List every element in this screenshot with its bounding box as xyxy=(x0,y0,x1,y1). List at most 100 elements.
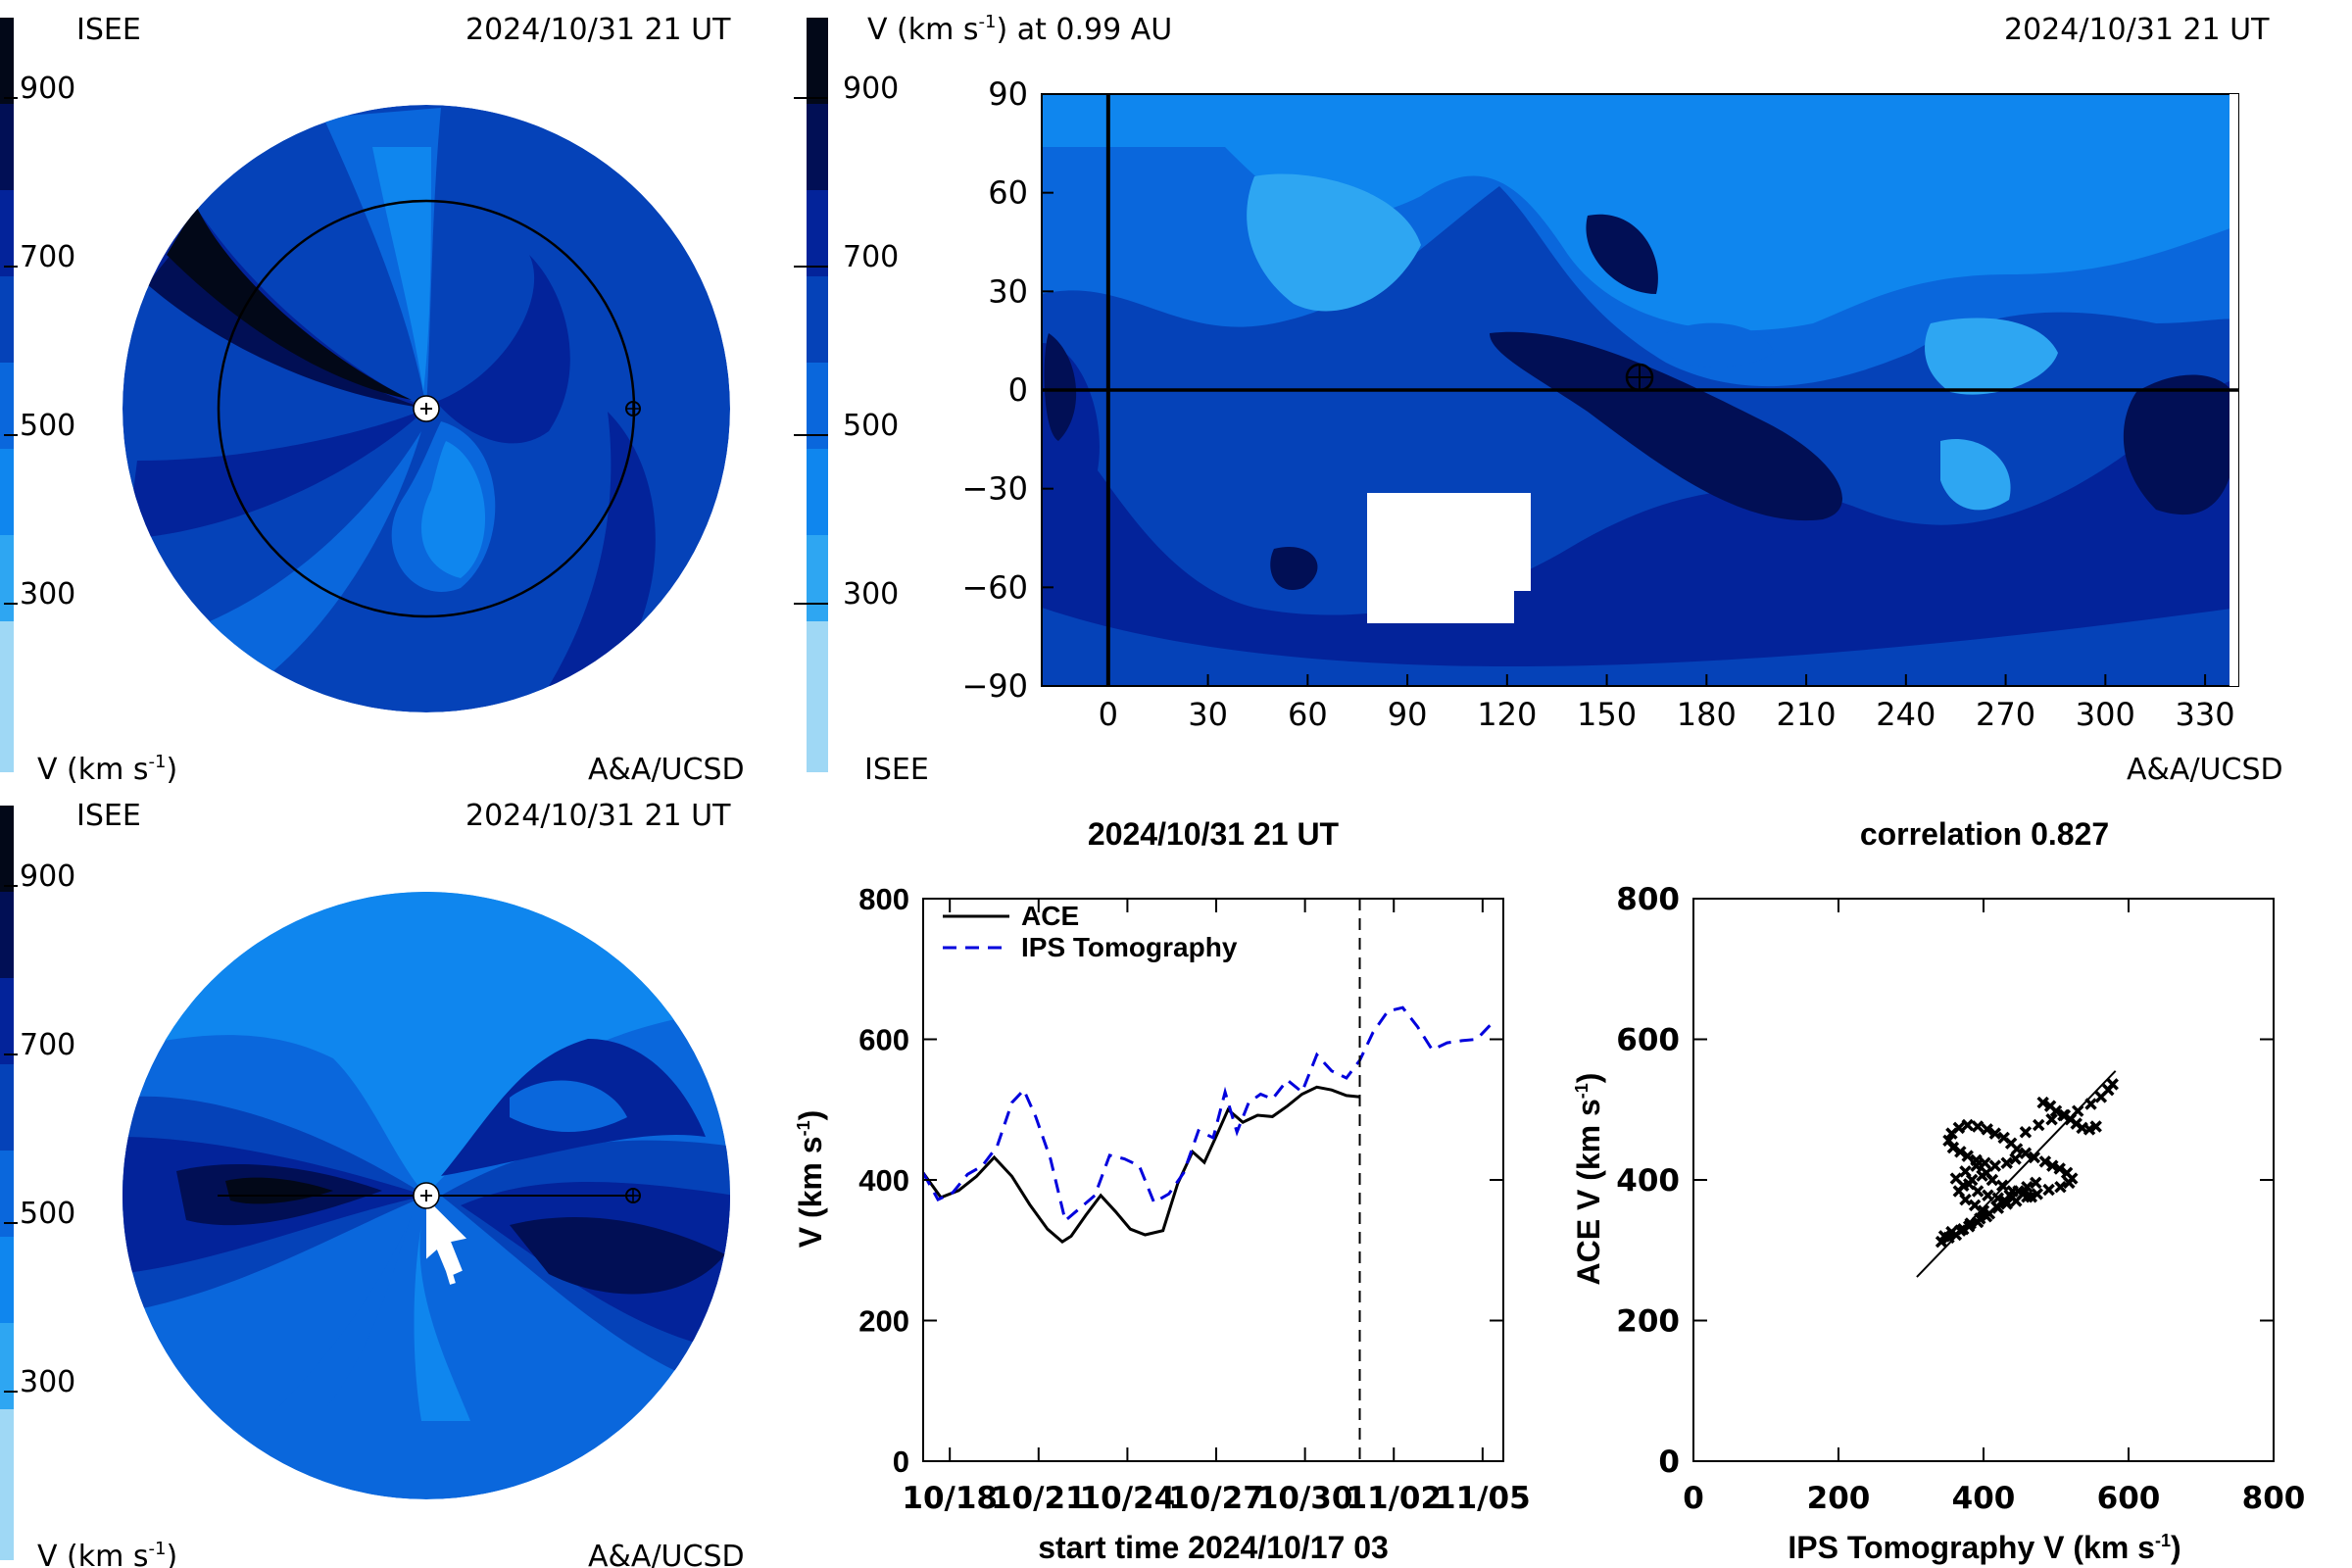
scatter-point xyxy=(1962,1220,1976,1233)
colorbar-segment xyxy=(807,449,828,535)
scatter-point xyxy=(2106,1078,2119,1091)
scatter-axis-ticks: 0 200 400 600 800 0 200 400 600 800 xyxy=(1616,882,2305,1516)
scatter-title: correlation 0.827 xyxy=(1860,816,2109,852)
y-tick-label: 400 xyxy=(1616,1163,1680,1199)
colorbar-bottom-left xyxy=(0,806,14,1560)
colorbar-segment xyxy=(0,978,14,1064)
x-tick-label: 150 xyxy=(1577,696,1637,733)
spacecraft-icon xyxy=(426,1198,467,1285)
scatter-point xyxy=(1971,1185,1984,1198)
x-tick-label: 0 xyxy=(1683,1481,1704,1516)
colorbar-segment xyxy=(0,806,14,892)
y-tick-label: −30 xyxy=(961,470,1028,508)
scatter-point xyxy=(2019,1147,2033,1159)
y-tick-label: 60 xyxy=(988,174,1028,212)
scatter-point xyxy=(1996,1179,2009,1192)
scatter-point xyxy=(1981,1123,1993,1136)
scatter-point xyxy=(2021,1180,2034,1194)
panel-scatter: correlation 0.827 0 200 400 600 800 0 200 400 60… xyxy=(1571,816,2305,1565)
y-tick-label: 90 xyxy=(988,75,1028,113)
colorbar-tick-900: 900 xyxy=(843,72,899,106)
x-tick-label: 240 xyxy=(1876,696,1936,733)
colorbar-tick-500: 500 xyxy=(20,1197,75,1231)
colorbar-segment xyxy=(0,363,14,449)
timeseries-legend: ACE IPS Tomography xyxy=(943,901,1238,962)
panel-synoptic-map: 900 700 500 300 V (km s-1) at 0.99 AU 20… xyxy=(794,12,2283,787)
colorbar-segment xyxy=(0,1151,14,1237)
panel-timeseries: 2024/10/31 21 UT 0 200 400 600 800 10/1810/21… xyxy=(793,816,1531,1565)
credit-label: A&A/UCSD xyxy=(588,1540,745,1568)
scatter-point xyxy=(1954,1224,1967,1237)
x-tick-label: 10/27 xyxy=(1168,1481,1264,1516)
colorbar-segment xyxy=(0,18,14,104)
scatter-point xyxy=(2003,1189,2016,1202)
isee-label: ISEE xyxy=(76,13,141,47)
x-tick-label: 270 xyxy=(1976,696,2035,733)
scatter-point xyxy=(2009,1152,2022,1165)
x-tick-label: 10/21 xyxy=(991,1481,1087,1516)
x-tick-label: 210 xyxy=(1777,696,1837,733)
map-title: V (km s-1) at 0.99 AU xyxy=(867,12,1172,47)
y-tick-label: 200 xyxy=(1616,1304,1680,1340)
y-tick-label: −90 xyxy=(961,667,1028,705)
colorbar-segment xyxy=(0,276,14,363)
y-tick-label: 30 xyxy=(988,272,1028,310)
colorbar-segment xyxy=(0,1409,14,1560)
legend-ips-label: IPS Tomography xyxy=(1021,932,1238,962)
y-tick-label: 800 xyxy=(858,882,909,916)
scatter-point xyxy=(2030,1176,2042,1190)
scatter-point xyxy=(2028,1151,2041,1164)
scatter-point xyxy=(1997,1131,2010,1145)
y-tick-label: 600 xyxy=(1616,1023,1680,1058)
scatter-point xyxy=(1945,1225,1958,1239)
timeseries-axis-ticks: 020040060080010/1810/2110/2410/2710/3011… xyxy=(858,882,1530,1516)
earth-icon xyxy=(1625,363,1654,392)
map-data-gap xyxy=(1367,493,1531,591)
scatter-xlabel: IPS Tomography V (km s-1) xyxy=(1788,1530,2180,1565)
x-tick-label: 0 xyxy=(1099,696,1118,733)
timestamp-label: 2024/10/31 21 UT xyxy=(466,799,731,833)
scatter-point xyxy=(2082,1123,2096,1136)
scatter-point xyxy=(2012,1185,2025,1198)
y-tick-label: −60 xyxy=(961,568,1028,606)
panel-meridional-view: 900 700 500 300 ISEE 2024/10/31 21 UT V … xyxy=(0,799,745,1568)
isee-label: ISEE xyxy=(864,753,929,787)
scatter-point xyxy=(1959,1193,1972,1206)
colorbar-tick-900: 900 xyxy=(20,72,75,106)
scatter-point xyxy=(1990,1200,2003,1213)
scatter-points xyxy=(1916,1070,2119,1278)
colorbar-segment xyxy=(0,190,14,276)
scatter-point xyxy=(1980,1210,1993,1223)
scatter-point xyxy=(2033,1118,2045,1132)
colorbar-segment xyxy=(0,892,14,978)
scatter-point xyxy=(1957,1179,1970,1192)
colorbar-segment xyxy=(807,18,828,104)
x-tick-label: 600 xyxy=(2097,1481,2161,1516)
x-tick-label: 300 xyxy=(2076,696,2135,733)
fit-line xyxy=(1916,1070,2117,1278)
y-tick-label: 0 xyxy=(1658,1445,1680,1480)
scatter-point xyxy=(2042,1183,2055,1197)
scatter-point xyxy=(1982,1189,1994,1202)
colorbar-segment xyxy=(0,621,14,772)
scatter-point xyxy=(1961,1118,1974,1132)
scatter-point xyxy=(2057,1108,2070,1122)
scatter-ylabel: ACE V (km s-1) xyxy=(1571,1073,1606,1286)
scatter-point xyxy=(1961,1150,1974,1162)
scatter-point xyxy=(1946,1141,1960,1154)
colorbar-segment xyxy=(0,1323,14,1409)
scatter-point xyxy=(1954,1146,1967,1158)
scatter-point xyxy=(2046,1159,2059,1172)
colorbar-segment xyxy=(807,363,828,449)
scatter-point xyxy=(2038,1155,2052,1168)
earth-icon xyxy=(625,1188,641,1203)
colorbar-segment xyxy=(807,276,828,363)
y-tick-label: 0 xyxy=(1008,371,1028,409)
scatter-point xyxy=(2060,1166,2074,1180)
x-tick-label: 11/05 xyxy=(1435,1481,1531,1516)
scatter-point xyxy=(2049,1104,2063,1117)
ips-series-line xyxy=(923,1005,1493,1224)
colorbar-tick-500: 500 xyxy=(20,409,75,443)
panel-ecliptic-view: 900 700 500 300 ISEE 2024/10/31 21 UT V … xyxy=(0,13,745,787)
scatter-point xyxy=(1970,1159,1983,1172)
